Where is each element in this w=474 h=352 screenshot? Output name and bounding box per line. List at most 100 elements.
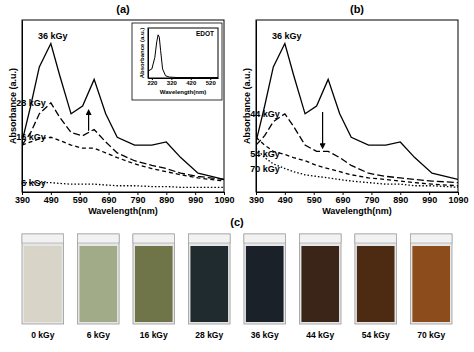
cuvette-solution — [412, 246, 450, 322]
cuvette-body — [410, 234, 452, 324]
series-line — [148, 35, 218, 78]
x-tick: 690 — [336, 192, 351, 205]
x-tick: 890 — [159, 192, 174, 205]
cuvette-solution — [24, 246, 62, 322]
series-label: 54 kGy — [250, 149, 280, 159]
x-tick: 790 — [364, 192, 379, 205]
cuvette-body — [244, 234, 286, 324]
x-tick-label: 390 — [15, 195, 30, 205]
series-label: 16 kGy — [16, 132, 46, 142]
x-tick-label: 1090 — [448, 195, 468, 205]
x-tick: 320 — [167, 78, 178, 86]
x-tick: 490 — [278, 192, 293, 205]
series-line — [256, 137, 458, 185]
y-axis-title: Absorbance (a.u.) — [242, 68, 252, 144]
x-tick: 220 — [147, 78, 158, 86]
x-tick: 390 — [249, 192, 264, 205]
x-axis-line — [23, 192, 225, 193]
cuvette-body — [133, 234, 175, 324]
cuvette-cap — [299, 234, 341, 243]
cuvette-label: 44 kGy — [306, 330, 334, 340]
cuvette-solution — [135, 246, 173, 322]
series-line — [22, 137, 224, 181]
chart-title: EDOT — [196, 30, 214, 37]
x-tick-label: 220 — [147, 80, 158, 86]
x-tick: 990 — [188, 192, 203, 205]
x-tick-label: 590 — [73, 195, 88, 205]
x-tick-label: 490 — [44, 195, 59, 205]
cuvette-cap — [77, 234, 119, 243]
cuvette-solution — [301, 246, 339, 322]
x-tick-label: 890 — [159, 195, 174, 205]
cuvette-label: 28 kGy — [195, 330, 223, 340]
x-tick-label: 590 — [307, 195, 322, 205]
series-label: 44 kGy — [250, 109, 280, 119]
figure: 390 490 590 690 790 890 990 1090 36 kGy 28 kGy 16 … — [0, 0, 474, 352]
x-axis-title: Wavelength(nm) — [160, 89, 206, 95]
series-line — [256, 43, 458, 179]
x-axis-line — [257, 192, 459, 193]
cuvette-label: 0 kGy — [31, 330, 54, 340]
chart-title: (c) — [230, 216, 244, 228]
cuvette-body — [77, 234, 119, 324]
x-tick-label: 890 — [393, 195, 408, 205]
x-axis-title: Wavelength(nm) — [322, 206, 392, 216]
cuvette-cap — [355, 234, 397, 243]
x-tick-label: 420 — [186, 80, 197, 86]
cuvette-label: 36 kGy — [251, 330, 279, 340]
panel: 390 490 590 690 790 890 990 1090 36 kGy 44 kGy 54 … — [242, 3, 469, 216]
cuvette-cap — [188, 234, 230, 243]
plot-frame — [256, 20, 458, 192]
cuvette-cap — [22, 234, 64, 243]
series-line — [22, 103, 224, 180]
cuvette-solution — [190, 246, 228, 322]
x-tick: 590 — [307, 192, 322, 205]
trend-arrow — [322, 112, 323, 146]
x-tick: 490 — [44, 192, 59, 205]
cuvette-cap — [410, 234, 452, 243]
x-tick: 520 — [206, 78, 217, 86]
cuvette-label: 54 kGy — [362, 330, 390, 340]
series-label: 36 kGy — [38, 31, 68, 41]
x-axis: 390 490 590 690 790 890 990 1090 — [249, 192, 469, 205]
panel: 390490590690790890990109036 kGy28 kGy16 … — [8, 3, 235, 216]
cuvette-body — [355, 234, 397, 324]
cuvette-label: 6 kGy — [87, 330, 110, 340]
cuvette-cap — [244, 234, 286, 243]
plot-frame — [148, 28, 218, 78]
x-tick-label: 690 — [102, 195, 117, 205]
x-axis: 220 320 420 520 — [147, 78, 218, 86]
cuvette-body — [188, 234, 230, 324]
cuvette-solution — [79, 246, 117, 322]
cuvette-label: 70 kGy — [417, 330, 445, 340]
x-tick: 990 — [422, 192, 437, 205]
plot-area — [148, 35, 218, 78]
x-tick-label: 990 — [422, 195, 437, 205]
x-tick-label: 390 — [249, 195, 264, 205]
cuvette-body — [299, 234, 341, 324]
x-tick-label: 990 — [188, 195, 203, 205]
x-tick: 390 — [15, 192, 30, 205]
x-tick-label: 520 — [206, 80, 217, 86]
cuvette-solution — [357, 246, 395, 322]
x-tick-label: 790 — [364, 195, 379, 205]
x-tick: 1090 — [214, 192, 234, 205]
plot-frame — [22, 20, 224, 192]
series-label: 36 kGy — [272, 31, 302, 41]
x-tick: 590 — [73, 192, 88, 205]
y-axis-title: Absorbance (a.u.) — [8, 68, 18, 144]
x-tick-label: 1090 — [214, 195, 234, 205]
x-axis-title: Wavelength(nm) — [88, 206, 158, 216]
series-line — [256, 114, 458, 183]
cuvette-cap — [133, 234, 175, 243]
x-tick-label: 790 — [130, 195, 145, 205]
series-label: 6 kGy — [21, 178, 46, 188]
y-axis-title: Absorbance (a.u.) — [139, 28, 145, 79]
cuvette-body — [22, 234, 64, 324]
cuvette-label: 16 kGy — [140, 330, 168, 340]
x-tick: 790 — [130, 192, 145, 205]
x-tick: 690 — [102, 192, 117, 205]
series-line — [256, 148, 458, 187]
series-line — [22, 183, 224, 188]
panel: 220 320 420 520Wavelength(nm) Absorbance (a.… — [132, 23, 222, 100]
